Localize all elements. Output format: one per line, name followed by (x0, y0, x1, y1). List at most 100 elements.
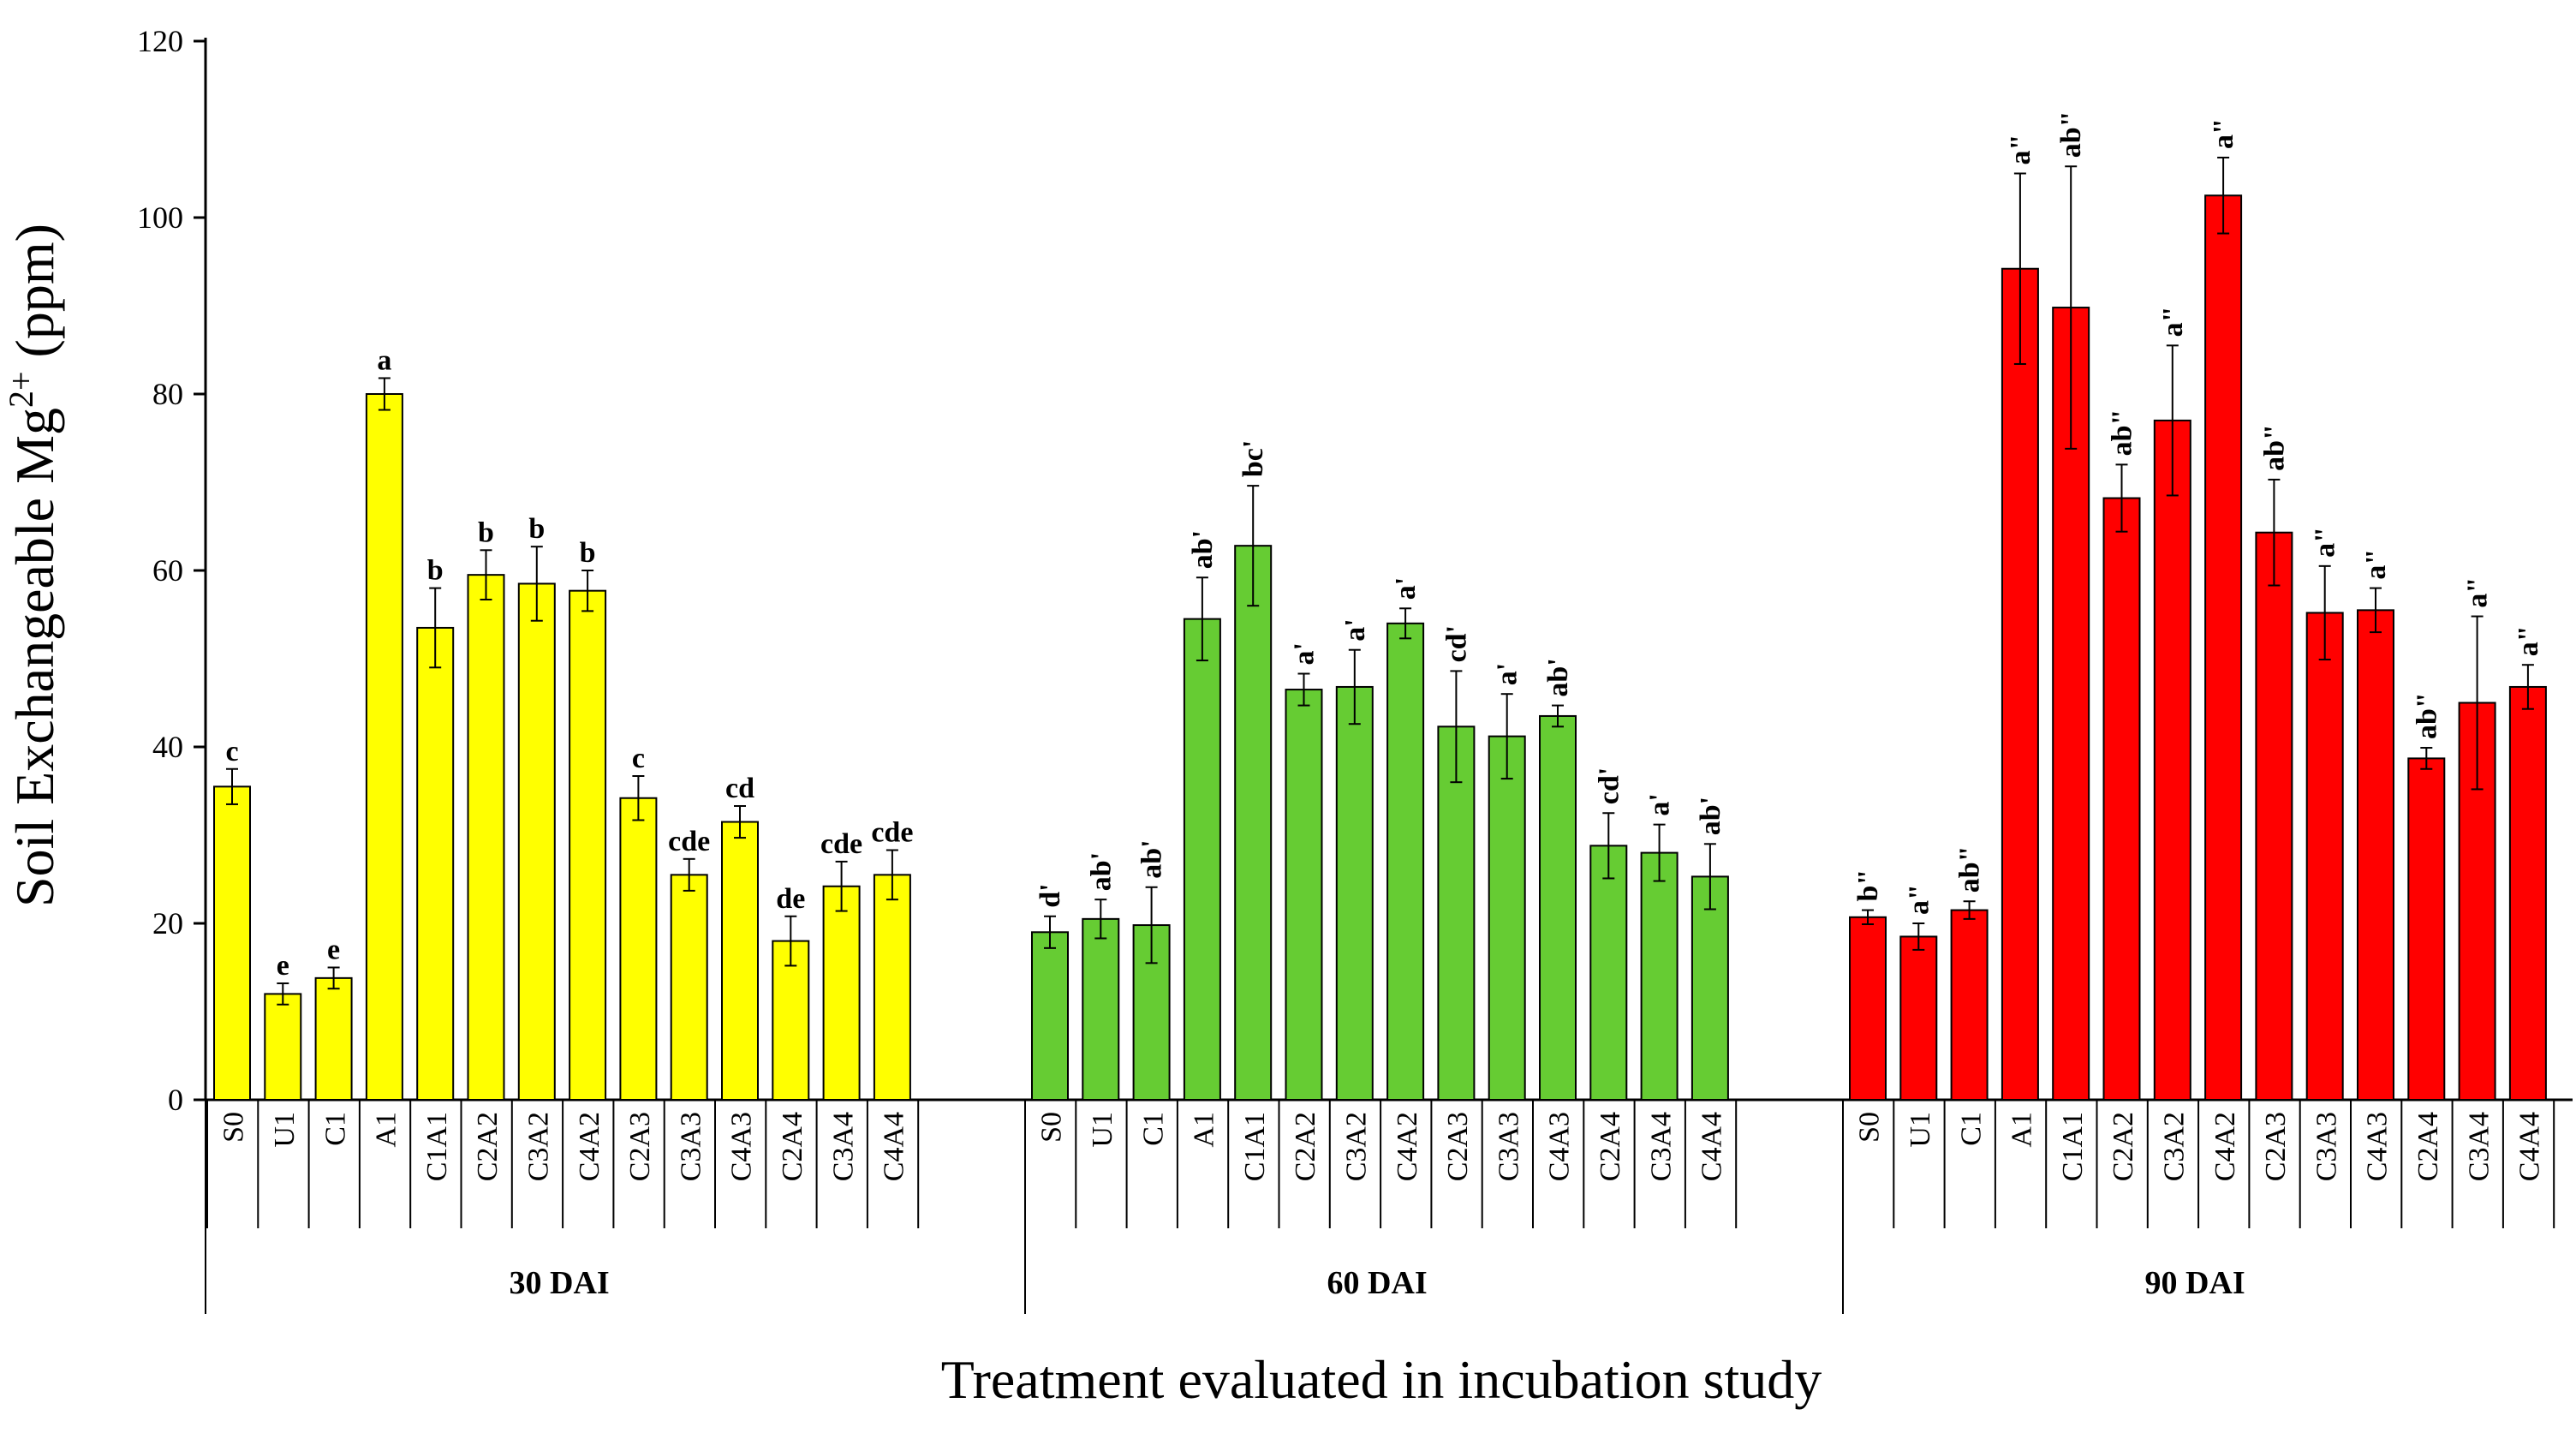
category-label: C3A2 (522, 1112, 554, 1181)
group-label: 60 DAI (1327, 1265, 1428, 1301)
significance-label: a (377, 344, 391, 376)
significance-label: cd' (1593, 767, 1625, 804)
significance-label: a' (1339, 618, 1371, 641)
category-label: C4A4 (879, 1112, 910, 1181)
group-label: 90 DAI (2145, 1265, 2245, 1301)
category-label: C4A3 (2362, 1112, 2394, 1181)
y-tick-label: 100 (137, 200, 183, 235)
significance-label: ab" (2411, 692, 2442, 739)
significance-label: a" (2513, 625, 2544, 656)
category-label: C1 (1955, 1112, 1987, 1146)
bar (822, 885, 861, 1101)
category-label: C3A2 (2158, 1112, 2190, 1181)
category-table: S0 U1 C1 A1 C1A1 C2A2 C3A2 C4A2 C2A3 C3A3 C4A3 C2A4… (205, 1100, 2555, 1314)
category-label: S0 (218, 1112, 250, 1143)
category-label: C4A3 (726, 1112, 758, 1181)
significance-label: ab" (2258, 424, 2290, 471)
bar (1488, 735, 1526, 1101)
significance-label: b (580, 537, 596, 569)
category-label: C3A3 (1493, 1112, 1524, 1181)
significance-label: cde (871, 817, 913, 849)
bar (1899, 935, 1938, 1101)
significance-label: c (632, 743, 645, 774)
category-label: C2A2 (2108, 1112, 2139, 1181)
significance-label: ab" (1954, 845, 1986, 893)
significance-label: c (225, 736, 238, 767)
bar (1849, 916, 1887, 1102)
bar (1386, 622, 1425, 1101)
bar (416, 626, 455, 1101)
significance-label: a" (2157, 306, 2189, 337)
category-label: C2A3 (1442, 1112, 1474, 1181)
bar (2305, 612, 2344, 1101)
significance-label: cde (820, 828, 862, 860)
category-label: C1A1 (2057, 1112, 2089, 1181)
category-label: C4A3 (1544, 1112, 1576, 1181)
y-axis-title: Soil Exchangeable Mg2+ (ppm) (2, 224, 65, 907)
significance-label: de (776, 883, 805, 915)
significance-label: e (277, 950, 289, 982)
significance-label: a" (2005, 134, 2036, 165)
category-label: C4A2 (1392, 1112, 1423, 1181)
category-label: A1 (371, 1112, 402, 1148)
bar (517, 582, 556, 1101)
bar (2357, 609, 2394, 1101)
significance-label: a" (2310, 527, 2341, 558)
significance-label: cd (725, 773, 754, 804)
y-tick-label: 80 (152, 377, 183, 411)
significance-label: d' (1035, 883, 1066, 907)
category-label: C3A4 (1645, 1112, 1677, 1181)
category-label: C3A3 (675, 1112, 707, 1181)
category-label: U1 (269, 1112, 301, 1148)
category-label: S0 (1854, 1112, 1886, 1143)
significance-label: bc' (1237, 440, 1269, 477)
category-label: C4A4 (2514, 1112, 2546, 1181)
significance-label: a' (1390, 577, 1422, 600)
significance-label: a' (1492, 663, 1524, 685)
y-tick-label: 40 (152, 730, 183, 764)
significance-label: b (528, 513, 545, 545)
x-axis-title: Treatment evaluated in incubation study (941, 1349, 1822, 1410)
y-ticks: 0 20 40 60 80 100 120 (137, 24, 206, 1117)
bar (1183, 618, 1221, 1101)
category-label: C1A1 (1239, 1112, 1271, 1181)
significance-label: ab' (1136, 839, 1168, 878)
bar (619, 797, 658, 1101)
bar (2407, 757, 2446, 1101)
category-label: C2A2 (472, 1112, 504, 1181)
category-label: U1 (1087, 1112, 1118, 1148)
significance-label: ab' (1695, 797, 1726, 835)
category-label: C3A2 (1340, 1112, 1372, 1181)
bar (2255, 531, 2293, 1101)
bar (1082, 917, 1120, 1101)
significance-label: a" (2462, 577, 2494, 608)
significance-label: cd' (1440, 625, 1472, 662)
bar (670, 874, 708, 1101)
bar (365, 393, 403, 1101)
category-label: C1A1 (421, 1112, 453, 1181)
category-label: C2A4 (777, 1112, 808, 1181)
group-label: 30 DAI (510, 1265, 610, 1301)
significance-label: ab' (1085, 852, 1117, 891)
bar (1589, 845, 1628, 1101)
category-label: S0 (1036, 1112, 1068, 1143)
bar (1950, 909, 1989, 1102)
significance-label: a' (1644, 793, 1676, 815)
category-label: C3A4 (827, 1112, 859, 1181)
bar (1640, 851, 1679, 1101)
significance-label: b (427, 555, 444, 587)
bar (264, 993, 302, 1102)
category-label: A1 (1189, 1112, 1220, 1148)
bar (1031, 931, 1069, 1102)
category-label: C2A4 (2412, 1112, 2444, 1181)
significance-label: b (478, 516, 494, 548)
y-tick-label: 20 (152, 906, 183, 940)
category-label: C2A2 (1290, 1112, 1321, 1181)
y-tick-label: 0 (168, 1083, 183, 1117)
bar (873, 874, 911, 1101)
category-label: C2A4 (1595, 1112, 1626, 1181)
category-label: C1 (1137, 1112, 1169, 1146)
category-label: C4A2 (2209, 1112, 2241, 1181)
